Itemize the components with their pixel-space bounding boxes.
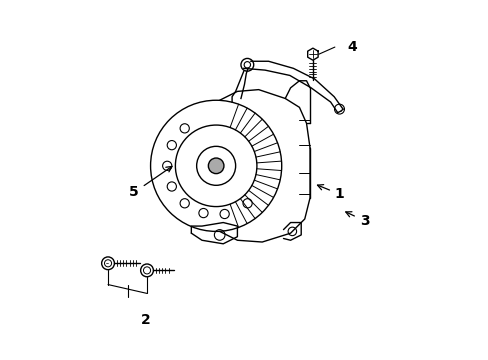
Circle shape bbox=[208, 158, 224, 174]
Text: 4: 4 bbox=[346, 40, 356, 54]
Text: 5: 5 bbox=[129, 166, 172, 199]
Text: 2: 2 bbox=[140, 313, 150, 327]
Text: 3: 3 bbox=[345, 212, 368, 228]
Text: 1: 1 bbox=[317, 185, 344, 201]
